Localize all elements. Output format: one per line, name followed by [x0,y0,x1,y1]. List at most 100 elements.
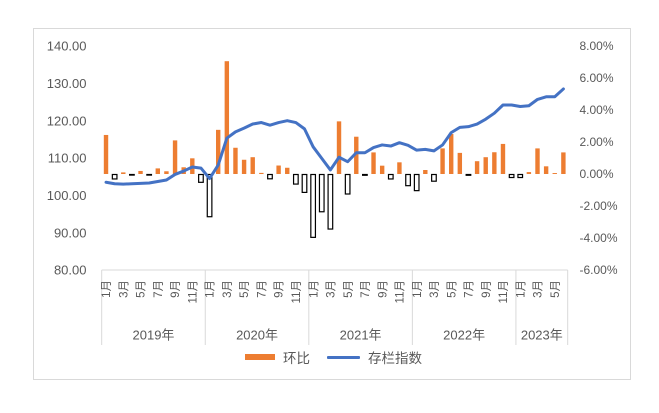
bar-positive [492,152,497,174]
x-axis: 1月 3月 5月 7月 9月 11月 2019年 1月 3月 5月 7月 9月 11月 2020年 1月 3月… [101,269,569,345]
left-axis-tick-label: 140.00 [47,39,87,54]
x-axis-month-label: 5月 [446,280,458,298]
index-line [104,87,565,186]
bar-negative [387,173,394,180]
bar-positive [241,159,247,174]
bar-series-huanbi [103,61,566,238]
bar-negative [431,173,437,182]
bar-positive [379,165,385,174]
bar-positive [483,157,488,174]
x-axis-month-label: 1月 [101,280,113,298]
bar-positive [543,166,549,174]
bar-negative [267,173,273,180]
x-axis-month-label: 11月 [187,280,199,303]
bar-positive [371,152,376,174]
right-axis-tick-label: 4.00% [580,103,614,117]
bar-positive [440,148,445,174]
x-axis-month-label: 11月 [395,280,407,303]
x-axis-month-label: 7月 [256,280,268,298]
x-axis-month-label: 5月 [343,280,355,298]
x-axis-year-label: 2020年 [236,328,278,343]
x-axis-year-label: 2022年 [443,328,485,343]
x-axis-month-label: 1月 [515,280,527,298]
x-axis-month-label: 11月 [291,280,303,303]
x-axis-month-label: 3月 [429,280,441,298]
x-axis-month-label: 3月 [533,280,545,298]
bar-positive [155,168,160,174]
left-axis-tick-label: 80.00 [54,263,87,278]
right-axis-tick-label: 2.00% [580,135,614,149]
bar-positive [250,157,255,174]
bar-negative [111,173,118,180]
right-axis-tick-label: 8.00% [580,39,614,53]
bar-positive [259,172,264,174]
bar-negative [508,173,515,179]
right-axis-tick-label: -2.00% [580,199,618,213]
left-axis-tick-label: 90.00 [54,225,87,240]
bar-positive [561,152,566,174]
right-axis-tick-label: 0.00% [580,167,614,181]
bar-positive [164,171,169,174]
bar-positive [121,172,126,174]
bar-negative [301,173,308,193]
bar-positive [526,172,532,174]
bar-positive [285,167,290,174]
bar-negative [310,173,317,238]
bar-positive [216,129,221,174]
right-y-axis: 8.00% 6.00% 4.00% 2.00% 0.00% -2.00% -4.00% -6.… [580,39,618,277]
bar-positive [224,61,230,175]
bar-positive [336,121,342,174]
bar-positive [500,143,506,174]
x-axis-month-label: 9月 [481,280,493,298]
x-axis-month-label: 9月 [170,280,182,298]
left-axis-tick-label: 120.00 [47,113,87,128]
bar-positive [423,170,428,174]
bar-negative [292,173,299,185]
bar-positive [172,140,178,174]
x-axis-month-label: 1月 [412,280,424,298]
bar-positive [138,170,143,174]
bar-positive [354,136,359,174]
x-axis-month-label: 5月 [550,280,562,298]
right-axis-tick-label: 6.00% [580,71,614,85]
legend-label: 存栏指数 [368,351,422,366]
x-axis-month-label: 7月 [360,280,372,298]
bar-negative [146,173,153,176]
legend-bar-swatch-icon [245,354,275,360]
left-axis-tick-label: 130.00 [47,76,87,91]
x-axis-month-label: 3月 [222,280,234,298]
bar-positive [457,152,463,174]
right-axis-tick-label: -6.00% [580,263,618,277]
x-axis-month-label: 7月 [464,280,476,298]
x-axis-month-label: 9月 [274,280,286,298]
x-axis-year-label: 2019年 [133,328,175,343]
bar-negative [198,173,204,183]
bar-negative [206,173,213,218]
bar-negative [465,173,472,176]
bar-negative [405,173,411,187]
bar-positive [276,165,281,174]
bar-positive [233,147,238,174]
bar-negative [413,173,420,192]
x-axis-month-label: 11月 [498,280,510,303]
right-axis-tick-label: -4.00% [580,231,618,245]
bar-positive [474,161,480,174]
x-axis-year-label: 2023年 [521,328,563,343]
bar-negative [344,173,351,195]
legend-label: 环比 [283,351,310,366]
x-axis-month-label: 3月 [118,280,130,298]
left-axis-tick-label: 100.00 [47,188,87,203]
bar-positive [397,162,402,174]
bar-negative [318,173,325,213]
bar-negative [327,173,334,230]
x-axis-month-label: 9月 [377,280,389,298]
x-axis-month-label: 1月 [308,280,320,298]
x-axis-month-label: 7月 [153,280,165,298]
bar-negative [129,173,135,176]
line-series-cunlan-index [104,87,565,186]
bar-negative [362,173,368,176]
x-axis-month-label: 5月 [239,280,251,298]
bar-negative [517,173,524,179]
x-axis-month-label: 3月 [326,280,338,298]
